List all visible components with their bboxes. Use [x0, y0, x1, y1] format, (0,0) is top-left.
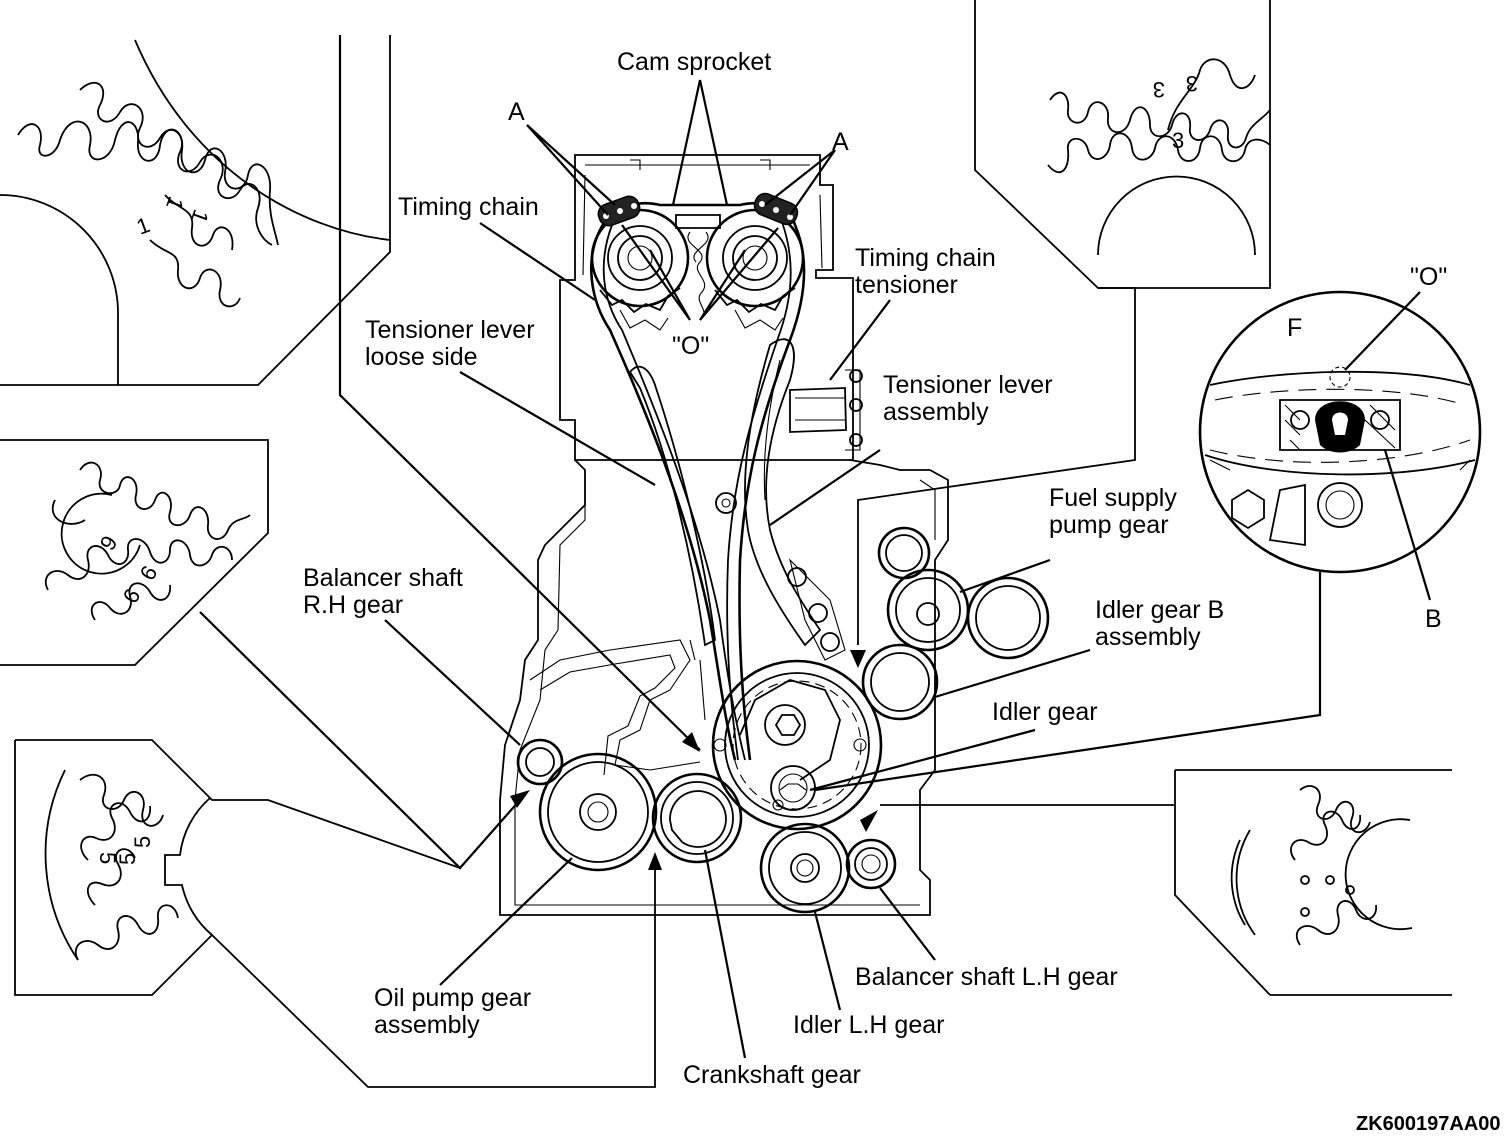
mark-1-label-c: 1: [133, 212, 153, 240]
label-idler-gear-b-2: assembly: [1095, 623, 1201, 651]
label-mark-a-left: A: [508, 98, 525, 126]
label-crankshaft-gear: Crankshaft gear: [683, 1061, 861, 1089]
label-oil-pump-2: assembly: [374, 1011, 480, 1039]
label-mark-o: "O": [672, 332, 709, 360]
label-tensioner-lever-loose-2: loose side: [365, 343, 478, 371]
idler-gear: [770, 765, 816, 811]
label-timing-chain-tensioner-1: Timing chain: [855, 244, 996, 272]
mark-6-label-a: 6: [135, 561, 163, 584]
label-detail-b: B: [1425, 605, 1442, 633]
label-tensioner-lever-loose-1: Tensioner lever: [365, 316, 535, 344]
balancer-shaft-lh-gear: [845, 838, 897, 890]
idler-lh-gear: [759, 822, 851, 914]
fuel-supply-pump-gear: [877, 526, 1050, 660]
label-detail-f: F: [1287, 314, 1302, 342]
mark-5-label-c: 5: [130, 836, 155, 848]
label-balancer-rh-1: Balancer shaft: [303, 564, 463, 592]
detail-panel-dot-marks: [880, 769, 1452, 996]
labels: Cam sprocket A A Timing chain "O" Timing…: [303, 48, 1501, 1135]
label-idler-lh-gear: Idler L.H gear: [793, 1011, 944, 1039]
label-balancer-lh: Balancer shaft L.H gear: [855, 963, 1118, 991]
mark-3-label-b: 3: [1186, 71, 1198, 96]
mark-5-label-a: 5: [95, 852, 120, 864]
label-cam-sprocket: Cam sprocket: [617, 48, 771, 76]
label-balancer-rh-2: R.H gear: [303, 591, 403, 619]
upper-chain-guide: [675, 214, 721, 321]
label-fuel-supply-pump-1: Fuel supply: [1049, 484, 1177, 512]
mark-3-label-a: 3: [1153, 77, 1165, 102]
crankshaft-gear: [651, 772, 743, 864]
arrowheads: [510, 650, 878, 870]
label-tensioner-lever-assembly-1: Tensioner lever: [883, 371, 1053, 399]
label-timing-chain-tensioner-2: tensioner: [855, 271, 958, 299]
mark-5-label-b: 5: [115, 853, 140, 865]
label-tensioner-lever-assembly-2: assembly: [883, 398, 989, 426]
tensioner-lever-loose-side: [628, 365, 716, 647]
detail-panel-mark-5: 5 5 5: [14, 739, 656, 1088]
mark-9-label: 9: [95, 531, 123, 554]
cam-sprocket-left: [590, 208, 690, 331]
crank-chain-sprocket: [711, 659, 883, 831]
detail-circle-f: [1198, 290, 1482, 574]
label-idler-gear: Idler gear: [992, 698, 1098, 726]
leader-lines: [199, 35, 1432, 1059]
tensioner-lever-assembly: [744, 338, 846, 661]
label-timing-chain: Timing chain: [398, 193, 539, 221]
engine-front-case: [499, 154, 949, 916]
label-idler-gear-b-1: Idler gear B: [1095, 596, 1224, 624]
oil-pump-gear-assembly: [538, 752, 658, 872]
diagram-id: ZK600197AA00: [1356, 1113, 1501, 1135]
label-oil-pump-1: Oil pump gear: [374, 984, 531, 1012]
detail-panel-mark-1: 1 1 1: [0, 35, 391, 386]
mark-1-label-a: 1: [161, 193, 189, 213]
label-detail-o: "O": [1410, 263, 1447, 291]
label-fuel-supply-pump-2: pump gear: [1049, 511, 1169, 539]
mark-3-label-c: 3: [1172, 128, 1184, 153]
label-mark-a-right: A: [832, 128, 849, 156]
mark-6-label-b: 6: [118, 584, 146, 607]
detail-panel-mark-6-9: 9 6 6: [0, 439, 269, 666]
cam-sprocket-right: [705, 208, 805, 331]
mark-1-label-b: 1: [186, 206, 214, 226]
balancer-shaft-rh-gear: [516, 738, 564, 786]
idler-gear-b-assembly: [861, 643, 939, 721]
detail-panel-mark-3: 3 3 3: [857, 0, 1271, 645]
